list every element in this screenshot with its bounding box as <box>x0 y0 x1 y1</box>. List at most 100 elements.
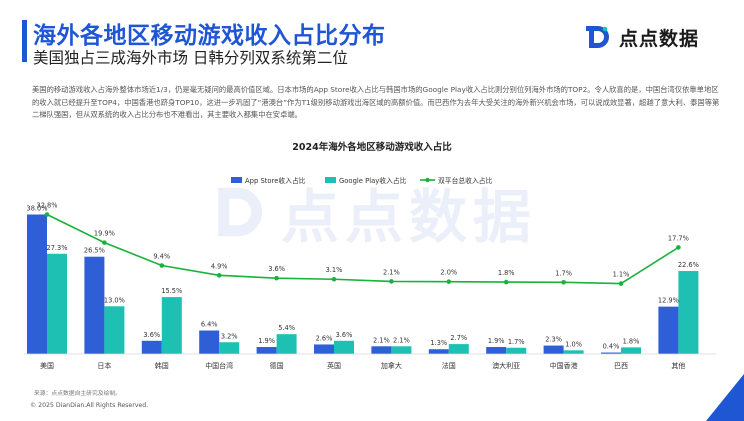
data-label-app-store-8: 1.9% <box>488 337 505 345</box>
point-dual-platform-9 <box>561 279 566 285</box>
data-label-dual-platform-6: 2.1% <box>383 268 400 276</box>
data-label-google-play-8: 1.7% <box>508 338 525 346</box>
intro-paragraph: 美国的移动游戏收入占海外整体市场近1/3，仍是毫无疑问的最高价值区域。日本市场的… <box>32 85 720 119</box>
bar-google-play-8 <box>506 347 527 354</box>
x-tick-label-11: 其他 <box>671 361 685 370</box>
data-label-app-store-4: 1.9% <box>258 337 275 345</box>
bar-google-play-1 <box>104 306 125 354</box>
data-label-google-play-6: 2.1% <box>393 336 410 344</box>
point-dual-platform-10 <box>618 281 624 286</box>
bar-google-play-6 <box>391 346 412 354</box>
chart-legend: App Store收入占比 Google Play收入占比 双平台总收入占比 <box>231 176 493 185</box>
bar-app-store-8 <box>486 347 507 354</box>
data-label-dual-platform-0: 32.8% <box>37 201 58 209</box>
data-label-google-play-5: 3.6% <box>336 331 353 339</box>
data-label-app-store-5: 2.6% <box>316 334 333 342</box>
data-label-google-play-0: 27.3% <box>47 244 68 252</box>
page-title: 海外各地区移动游戏收入占比分布 <box>33 23 386 49</box>
bar-app-store-10 <box>601 352 621 354</box>
page-subtitle: 美国独占三成海外市场 日韩分列双系统第二位 <box>33 49 348 67</box>
data-label-app-store-7: 1.3% <box>430 339 447 347</box>
data-label-app-store-0: 38.0% <box>27 204 48 212</box>
point-dual-platform-2 <box>159 263 165 268</box>
x-tick-label-4: 德国 <box>270 361 284 370</box>
x-tick-label-7: 法国 <box>442 361 456 370</box>
data-label-dual-platform-7: 2.0% <box>440 269 457 277</box>
legend-swatch-app-store <box>231 177 242 183</box>
x-tick-label-6: 加拿大 <box>381 361 402 370</box>
legend-swatch-point-dual-platform <box>425 177 430 183</box>
x-tick-label-2: 韩国 <box>155 361 169 370</box>
x-tick-label-9: 中国香港 <box>550 361 578 370</box>
data-label-google-play-7: 2.7% <box>450 334 467 342</box>
legend-swatch-google-play <box>325 177 336 183</box>
source-note: 来源：点点数据自主研究及绘制。 <box>34 391 121 397</box>
data-label-google-play-3: 3.2% <box>221 332 238 340</box>
bar-google-play-9 <box>563 350 584 354</box>
point-dual-platform-7 <box>446 279 452 284</box>
x-axis: 美国 日本 韩国 中国台湾 德国 英国 加拿大 法国 澳大利亚 中国香港 巴西 其他 <box>24 353 716 370</box>
point-dual-platform-0 <box>44 212 50 217</box>
brand-logo: 点点数据 <box>583 20 699 54</box>
data-label-google-play-4: 5.4% <box>278 324 295 332</box>
data-label-google-play-9: 1.0% <box>565 340 582 348</box>
bar-google-play-11 <box>678 271 699 354</box>
point-dual-platform-3 <box>216 273 222 278</box>
bar-app-store-1 <box>84 256 105 354</box>
bar-app-store-7 <box>428 349 449 354</box>
point-dual-platform-5 <box>331 276 337 282</box>
data-label-google-play-2: 15.5% <box>161 287 182 295</box>
brand-name: 点点数据 <box>619 27 700 50</box>
data-label-google-play-10: 1.8% <box>623 337 640 345</box>
data-label-dual-platform-5: 3.1% <box>326 266 343 274</box>
point-dual-platform-6 <box>389 279 394 284</box>
data-label-dual-platform-2: 9.4% <box>153 253 170 261</box>
legend-label-google-play: Google Play收入占比 <box>339 176 407 185</box>
data-label-dual-platform-11: 17.7% <box>668 234 689 242</box>
bar-google-play-3 <box>219 342 240 354</box>
x-tick-label-3: 中国台湾 <box>205 361 233 370</box>
data-label-app-store-6: 2.1% <box>373 336 390 344</box>
data-label-app-store-2: 3.6% <box>143 331 160 339</box>
legend-label-dual-platform: 双平台总收入占比 <box>438 176 493 185</box>
point-dual-platform-4 <box>274 275 279 281</box>
data-label-dual-platform-3: 4.9% <box>211 262 228 270</box>
bar-app-store-11 <box>658 306 679 354</box>
data-label-google-play-1: 13.0% <box>104 296 125 304</box>
data-label-dual-platform-10: 1.1% <box>613 271 630 279</box>
data-label-dual-platform-9: 1.7% <box>555 269 572 277</box>
line-dual-platform <box>46 213 679 285</box>
data-label-app-store-10: 0.4% <box>603 343 620 351</box>
bar-google-play-5 <box>334 340 354 354</box>
bar-google-play-10 <box>621 347 641 354</box>
data-label-dual-platform-1: 19.9% <box>94 230 115 238</box>
bar-google-play-2 <box>161 297 182 354</box>
point-dual-platform-1 <box>102 240 107 245</box>
bar-app-store-3 <box>199 330 220 354</box>
data-label-app-store-11: 12.9% <box>658 297 679 305</box>
legend-label-app-store: App Store收入占比 <box>245 176 306 185</box>
x-tick-label-5: 英国 <box>327 361 341 370</box>
bar-app-store-9 <box>543 345 564 354</box>
x-tick-label-10: 巴西 <box>614 362 628 370</box>
bar-app-store-0 <box>27 214 47 354</box>
line-layer <box>44 212 681 286</box>
bar-app-store-2 <box>141 340 162 354</box>
bar-google-play-0 <box>47 253 67 354</box>
bar-app-store-6 <box>371 346 392 354</box>
x-tick-label-8: 澳大利亚 <box>492 361 520 370</box>
data-label-app-store-1: 26.5% <box>84 247 105 255</box>
bar-google-play-7 <box>448 344 469 354</box>
bar-app-store-5 <box>314 344 334 354</box>
data-label-google-play-11: 22.6% <box>678 261 699 269</box>
bar-layer <box>27 214 699 354</box>
data-label-layer: 38.0% 27.3% 26.5% 13.0% 3.6% 15.5% 6.4%3.2% 1.9… <box>27 201 699 350</box>
data-label-dual-platform-4: 3.6% <box>268 265 285 273</box>
chart-title: 2024年海外各地区移动游戏收入占比 <box>292 141 452 153</box>
data-label-dual-platform-8: 1.8% <box>498 269 515 277</box>
title-accent-bar <box>22 20 27 62</box>
diandian-logo-icon <box>586 26 609 48</box>
data-label-app-store-3: 6.4% <box>201 321 218 329</box>
point-dual-platform-8 <box>503 279 509 285</box>
